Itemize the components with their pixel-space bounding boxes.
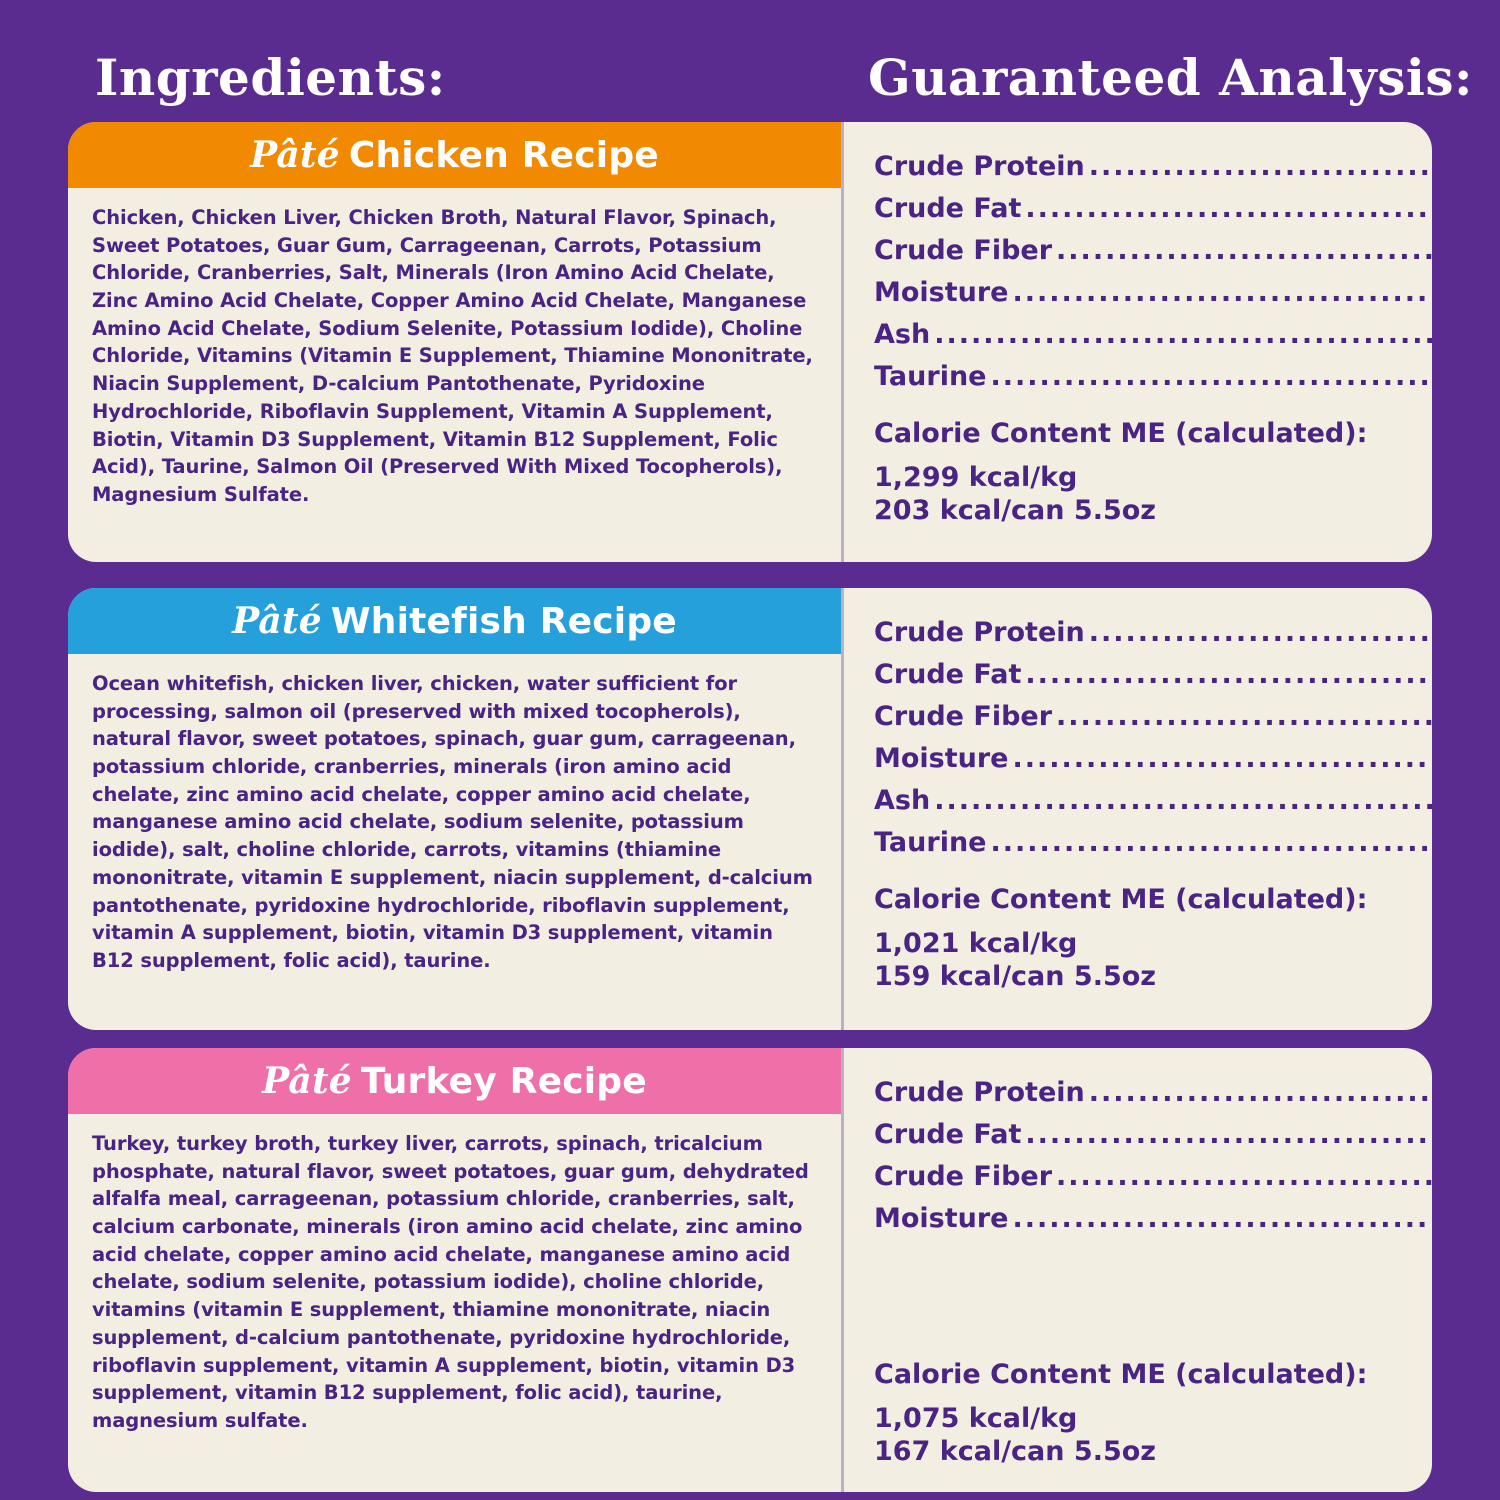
guaranteed-analysis-heading: Guaranteed Analysis: bbox=[868, 48, 1473, 107]
analysis-label: Taurine bbox=[874, 361, 987, 392]
dot-leader: ........................................… bbox=[1056, 701, 1432, 732]
analysis-label: Crude Protein bbox=[874, 151, 1085, 182]
dot-leader: ........................................… bbox=[1025, 193, 1432, 224]
ingredients-heading: Ingredients: bbox=[95, 48, 446, 107]
ingredients-text: Chicken, Chicken Liver, Chicken Broth, N… bbox=[92, 206, 813, 506]
analysis-label: Ash bbox=[874, 785, 931, 816]
analysis-row: Ash.....................................… bbox=[874, 314, 1432, 356]
dot-leader: ........................................… bbox=[1088, 617, 1432, 648]
dot-leader: ........................................… bbox=[1012, 743, 1433, 774]
analysis-label: Moisture bbox=[874, 743, 1009, 774]
analysis-label: Crude Fiber bbox=[874, 1161, 1053, 1192]
analysis-row: Moisture................................… bbox=[874, 738, 1432, 780]
analysis-label: Crude Fat bbox=[874, 1119, 1022, 1150]
recipe-title-script: Pâté bbox=[262, 1060, 352, 1102]
dot-leader: ........................................… bbox=[1056, 1161, 1432, 1192]
analysis-label: Crude Fat bbox=[874, 659, 1022, 690]
calorie-heading: Calorie Content ME (calculated): bbox=[874, 1359, 1368, 1390]
recipe-title-rest: Whitefish Recipe bbox=[330, 601, 677, 642]
ingredients-text: Ocean whitefish, chicken liver, chicken,… bbox=[92, 672, 813, 972]
calorie-lines: 1,021 kcal/kg 159 kcal/can 5.5oz bbox=[874, 927, 1432, 993]
recipe-title: Pâté Chicken Recipe bbox=[250, 134, 659, 176]
ingredients-panel: Pâté Whitefish Recipe Ocean whitefish, ch… bbox=[68, 588, 844, 1030]
analysis-row: Crude Protein...........................… bbox=[874, 1072, 1432, 1114]
analysis-label: Moisture bbox=[874, 1203, 1009, 1234]
calorie-heading: Calorie Content ME (calculated): bbox=[874, 884, 1368, 915]
recipe-banner: Pâté Turkey Recipe bbox=[68, 1048, 841, 1114]
recipe-card-whitefish: Pâté Whitefish Recipe Ocean whitefish, ch… bbox=[68, 588, 1432, 1030]
calorie-lines: 1,299 kcal/kg 203 kcal/can 5.5oz bbox=[874, 461, 1432, 527]
analysis-row: Crude Fiber.............................… bbox=[874, 696, 1432, 738]
analysis-row: Crude Fat...............................… bbox=[874, 654, 1432, 696]
analysis-row: Moisture................................… bbox=[874, 272, 1432, 314]
analysis-label: Crude Fat bbox=[874, 193, 1022, 224]
recipe-banner: Pâté Chicken Recipe bbox=[68, 122, 841, 188]
calorie-kcal-kg: 1,299 kcal/kg bbox=[874, 462, 1078, 493]
recipe-title-script: Pâté bbox=[250, 134, 340, 176]
dot-leader: ........................................… bbox=[934, 785, 1432, 816]
analysis-row: Crude Protein...........................… bbox=[874, 612, 1432, 654]
analysis-row: Crude Fiber.............................… bbox=[874, 230, 1432, 272]
analysis-panel: Crude Protein...........................… bbox=[844, 122, 1432, 562]
analysis-row: Crude Protein...........................… bbox=[874, 146, 1432, 188]
recipe-title-rest: Turkey Recipe bbox=[360, 1061, 647, 1102]
ingredients-panel: Pâté Chicken Recipe Chicken, Chicken Live… bbox=[68, 122, 844, 562]
recipe-title: Pâté Whitefish Recipe bbox=[232, 600, 677, 642]
calorie-kcal-kg: 1,021 kcal/kg bbox=[874, 928, 1078, 959]
analysis-label: Taurine bbox=[874, 827, 987, 858]
analysis-label: Crude Fiber bbox=[874, 701, 1053, 732]
analysis-label: Crude Protein bbox=[874, 617, 1085, 648]
recipe-banner: Pâté Whitefish Recipe bbox=[68, 588, 841, 654]
ingredients-panel: Pâté Turkey Recipe Turkey, turkey broth, … bbox=[68, 1048, 844, 1492]
recipe-card-turkey: Pâté Turkey Recipe Turkey, turkey broth, … bbox=[68, 1048, 1432, 1492]
recipe-title-rest: Chicken Recipe bbox=[348, 135, 659, 176]
dot-leader: ........................................… bbox=[1012, 277, 1433, 308]
analysis-label: Crude Protein bbox=[874, 1077, 1085, 1108]
ingredients-text: Turkey, turkey broth, turkey liver, carr… bbox=[92, 1132, 809, 1432]
dot-leader: ........................................… bbox=[1088, 151, 1432, 182]
analysis-label: Ash bbox=[874, 319, 931, 350]
calorie-heading: Calorie Content ME (calculated): bbox=[874, 418, 1368, 449]
recipe-title: Pâté Turkey Recipe bbox=[262, 1060, 647, 1102]
recipe-card-chicken: Pâté Chicken Recipe Chicken, Chicken Live… bbox=[68, 122, 1432, 562]
analysis-label: Crude Fiber bbox=[874, 235, 1053, 266]
analysis-row: Crude Fat...............................… bbox=[874, 188, 1432, 230]
dot-leader: ........................................… bbox=[934, 319, 1432, 350]
calorie-kcal-kg: 1,075 kcal/kg bbox=[874, 1403, 1078, 1434]
analysis-row: Ash.....................................… bbox=[874, 780, 1432, 822]
calorie-kcal-can: 167 kcal/can 5.5oz bbox=[874, 1436, 1156, 1467]
analysis-row: Taurine.................................… bbox=[874, 356, 1432, 398]
analysis-row: Taurine.................................… bbox=[874, 822, 1432, 864]
dot-leader: ........................................… bbox=[990, 361, 1432, 392]
recipe-title-script: Pâté bbox=[232, 600, 322, 642]
dot-leader: ........................................… bbox=[1056, 235, 1432, 266]
dot-leader: ........................................… bbox=[1088, 1077, 1432, 1108]
analysis-panel: Crude Protein...........................… bbox=[844, 1048, 1432, 1492]
analysis-label: Moisture bbox=[874, 277, 1009, 308]
analysis-row: Crude Fiber.............................… bbox=[874, 1156, 1432, 1198]
calorie-kcal-can: 203 kcal/can 5.5oz bbox=[874, 495, 1156, 526]
analysis-row: Moisture................................… bbox=[874, 1198, 1432, 1240]
calorie-lines: 1,075 kcal/kg 167 kcal/can 5.5oz bbox=[874, 1402, 1432, 1468]
dot-leader: ........................................… bbox=[1012, 1203, 1433, 1234]
analysis-row: Crude Fat...............................… bbox=[874, 1114, 1432, 1156]
dot-leader: ........................................… bbox=[990, 827, 1432, 858]
analysis-panel: Crude Protein...........................… bbox=[844, 588, 1432, 1030]
dot-leader: ........................................… bbox=[1025, 1119, 1432, 1150]
dot-leader: ........................................… bbox=[1025, 659, 1432, 690]
calorie-kcal-can: 159 kcal/can 5.5oz bbox=[874, 961, 1156, 992]
